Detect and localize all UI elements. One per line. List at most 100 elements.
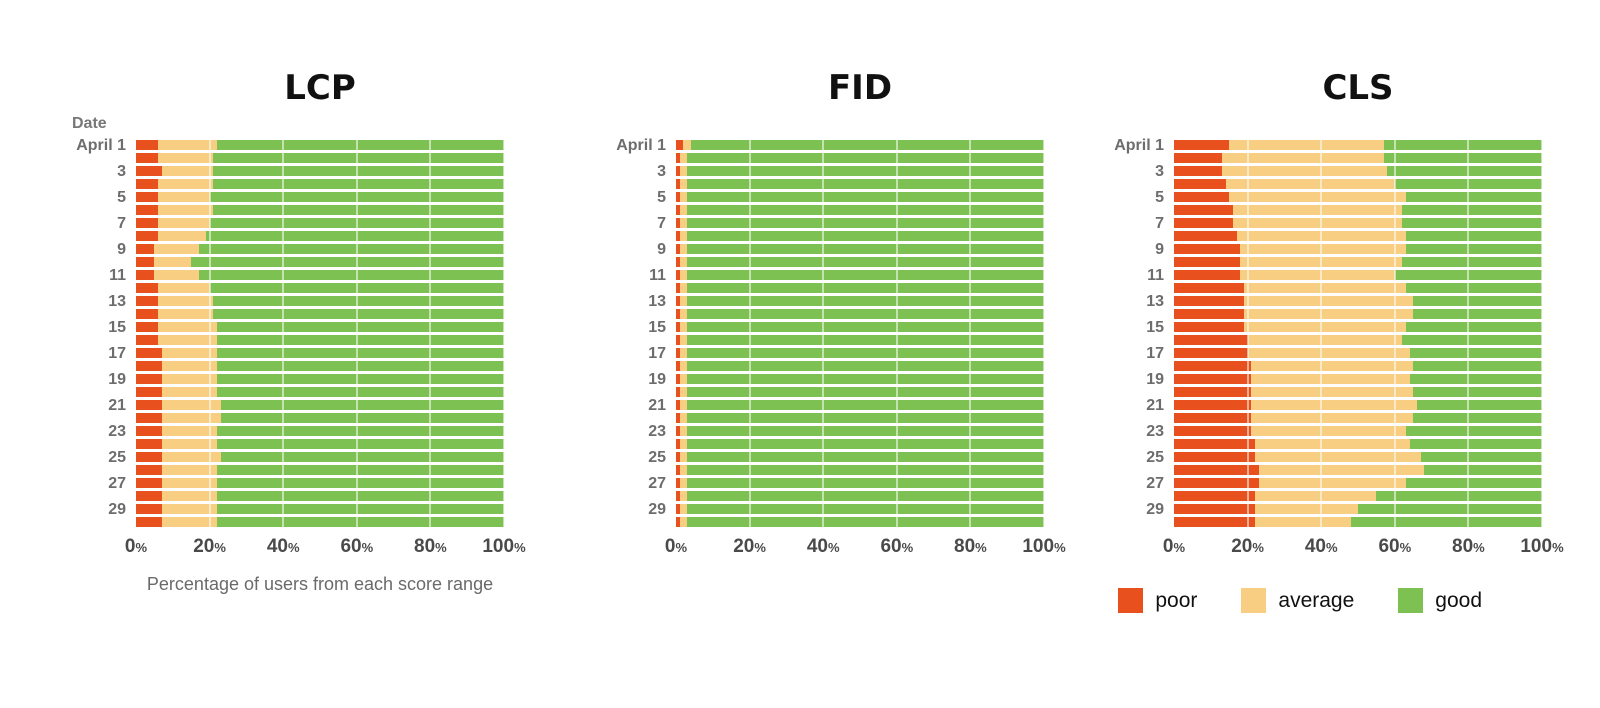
bar-segment-average <box>158 309 214 319</box>
bar-segment-good <box>220 452 504 462</box>
date-tick-label: 21 <box>648 397 666 414</box>
date-tick-label: April 1 <box>76 137 126 154</box>
x-tick-label: 60% <box>1378 536 1412 557</box>
bar-segment-poor <box>1174 296 1244 306</box>
bar-segment-average <box>679 387 688 397</box>
bar-segment-good <box>216 478 504 488</box>
bar-segment-average <box>1225 179 1395 189</box>
bar-segment-good <box>1376 491 1542 501</box>
date-tick-label: 5 <box>117 189 126 206</box>
bar-segment-average <box>161 465 217 475</box>
bar-row <box>136 296 504 306</box>
bar-segment-average <box>1243 283 1406 293</box>
date-tick-label: 21 <box>1146 397 1164 414</box>
bar-segment-poor <box>676 400 680 410</box>
bar-segment-poor <box>136 309 159 319</box>
bar-row <box>1174 205 1542 215</box>
bar-segment-poor <box>136 400 162 410</box>
bar-row <box>1174 491 1542 501</box>
bar-row <box>136 257 504 267</box>
bar-segment-good <box>687 374 1044 384</box>
x-tick-label: 20% <box>1231 536 1264 557</box>
bar-segment-average <box>1232 205 1403 215</box>
bar-segment-poor <box>676 283 680 293</box>
x-tick-label: 80% <box>1452 536 1485 557</box>
bar-row <box>1174 283 1542 293</box>
bar-segment-average <box>161 166 214 176</box>
bar-row <box>136 387 504 397</box>
bar-row <box>676 322 1044 332</box>
bar-row <box>676 231 1044 241</box>
bar-segment-poor <box>1174 179 1226 189</box>
y-axis-labels: April 1 3 5 7 9 11 13 15 17 19 21 23 25 27 29 <box>58 137 136 530</box>
bar-segment-average <box>1251 387 1414 397</box>
bar-segment-average <box>679 179 688 189</box>
bar-segment-good <box>1405 192 1542 202</box>
bar-segment-good <box>209 283 504 293</box>
bar-segment-good <box>687 452 1044 462</box>
date-tick-label: 13 <box>1146 293 1164 310</box>
date-tick-label: 19 <box>648 371 666 388</box>
chart-title-cls: CLS <box>1322 68 1394 108</box>
bar-segment-poor <box>1174 374 1252 384</box>
date-tick-label: April 1 <box>616 137 666 154</box>
bar-row <box>676 166 1044 176</box>
legend: poor average good <box>1118 588 1482 613</box>
bar-row <box>676 400 1044 410</box>
bar-segment-poor <box>676 309 680 319</box>
bar-segment-poor <box>676 478 680 488</box>
bar-segment-poor <box>676 153 680 163</box>
bar-segment-good <box>687 231 1044 241</box>
bar-row <box>136 374 504 384</box>
bar-segment-poor <box>676 426 680 436</box>
date-tick-label: 29 <box>1146 501 1164 518</box>
bar-segment-poor <box>136 218 159 228</box>
chart-body: April 1 3 5 7 9 11 13 15 17 19 21 23 25 27 29 <box>58 137 546 530</box>
bar-row <box>1174 179 1542 189</box>
chart-body: April 1 3 5 7 9 11 13 15 17 19 21 23 25 27 29 <box>1096 138 1543 530</box>
bar-segment-poor <box>676 322 680 332</box>
bar-segment-average <box>679 348 688 358</box>
bar-segment-average <box>1229 140 1384 150</box>
bar-segment-good <box>216 387 504 397</box>
bar-segment-average <box>161 400 221 410</box>
bar-row <box>136 322 504 332</box>
bar-row <box>1174 348 1542 358</box>
average-swatch-icon <box>1241 588 1267 613</box>
bar-segment-good <box>1402 205 1542 215</box>
bar-segment-average <box>158 322 217 332</box>
bar-segment-good <box>1413 387 1542 397</box>
bar-segment-good <box>1409 439 1542 449</box>
bar-row <box>136 166 504 176</box>
plot-area <box>676 140 1045 530</box>
bar-segment-poor <box>676 491 680 501</box>
x-tick-label: 100% <box>482 536 526 557</box>
x-tick-label: 0% <box>1162 536 1186 557</box>
bar-segment-poor <box>136 478 162 488</box>
bar-segment-average <box>161 426 217 436</box>
bar-segment-good <box>216 517 504 527</box>
bar-segment-average <box>1221 153 1384 163</box>
bar-row <box>676 439 1044 449</box>
bar-segment-average <box>1251 413 1414 423</box>
bar-segment-average <box>161 413 221 423</box>
bar-segment-poor <box>136 452 162 462</box>
bar-row <box>1174 192 1542 202</box>
bar-row <box>136 218 504 228</box>
bar-segment-poor <box>676 179 680 189</box>
bar-segment-good <box>687 361 1044 371</box>
bar-segment-average <box>1240 244 1406 254</box>
bar-row <box>676 179 1044 189</box>
date-tick-label: 19 <box>108 371 126 388</box>
bar-segment-good <box>687 166 1044 176</box>
bar-segment-average <box>679 192 688 202</box>
bar-segment-poor <box>676 192 680 202</box>
bar-segment-poor <box>136 179 159 189</box>
bar-segment-average <box>161 452 221 462</box>
bar-segment-poor <box>136 296 159 306</box>
bar-segment-average <box>161 517 217 527</box>
bar-row <box>136 478 504 488</box>
bar-segment-good <box>1405 426 1542 436</box>
bar-segment-good <box>687 218 1044 228</box>
bar-segment-good <box>687 244 1044 254</box>
